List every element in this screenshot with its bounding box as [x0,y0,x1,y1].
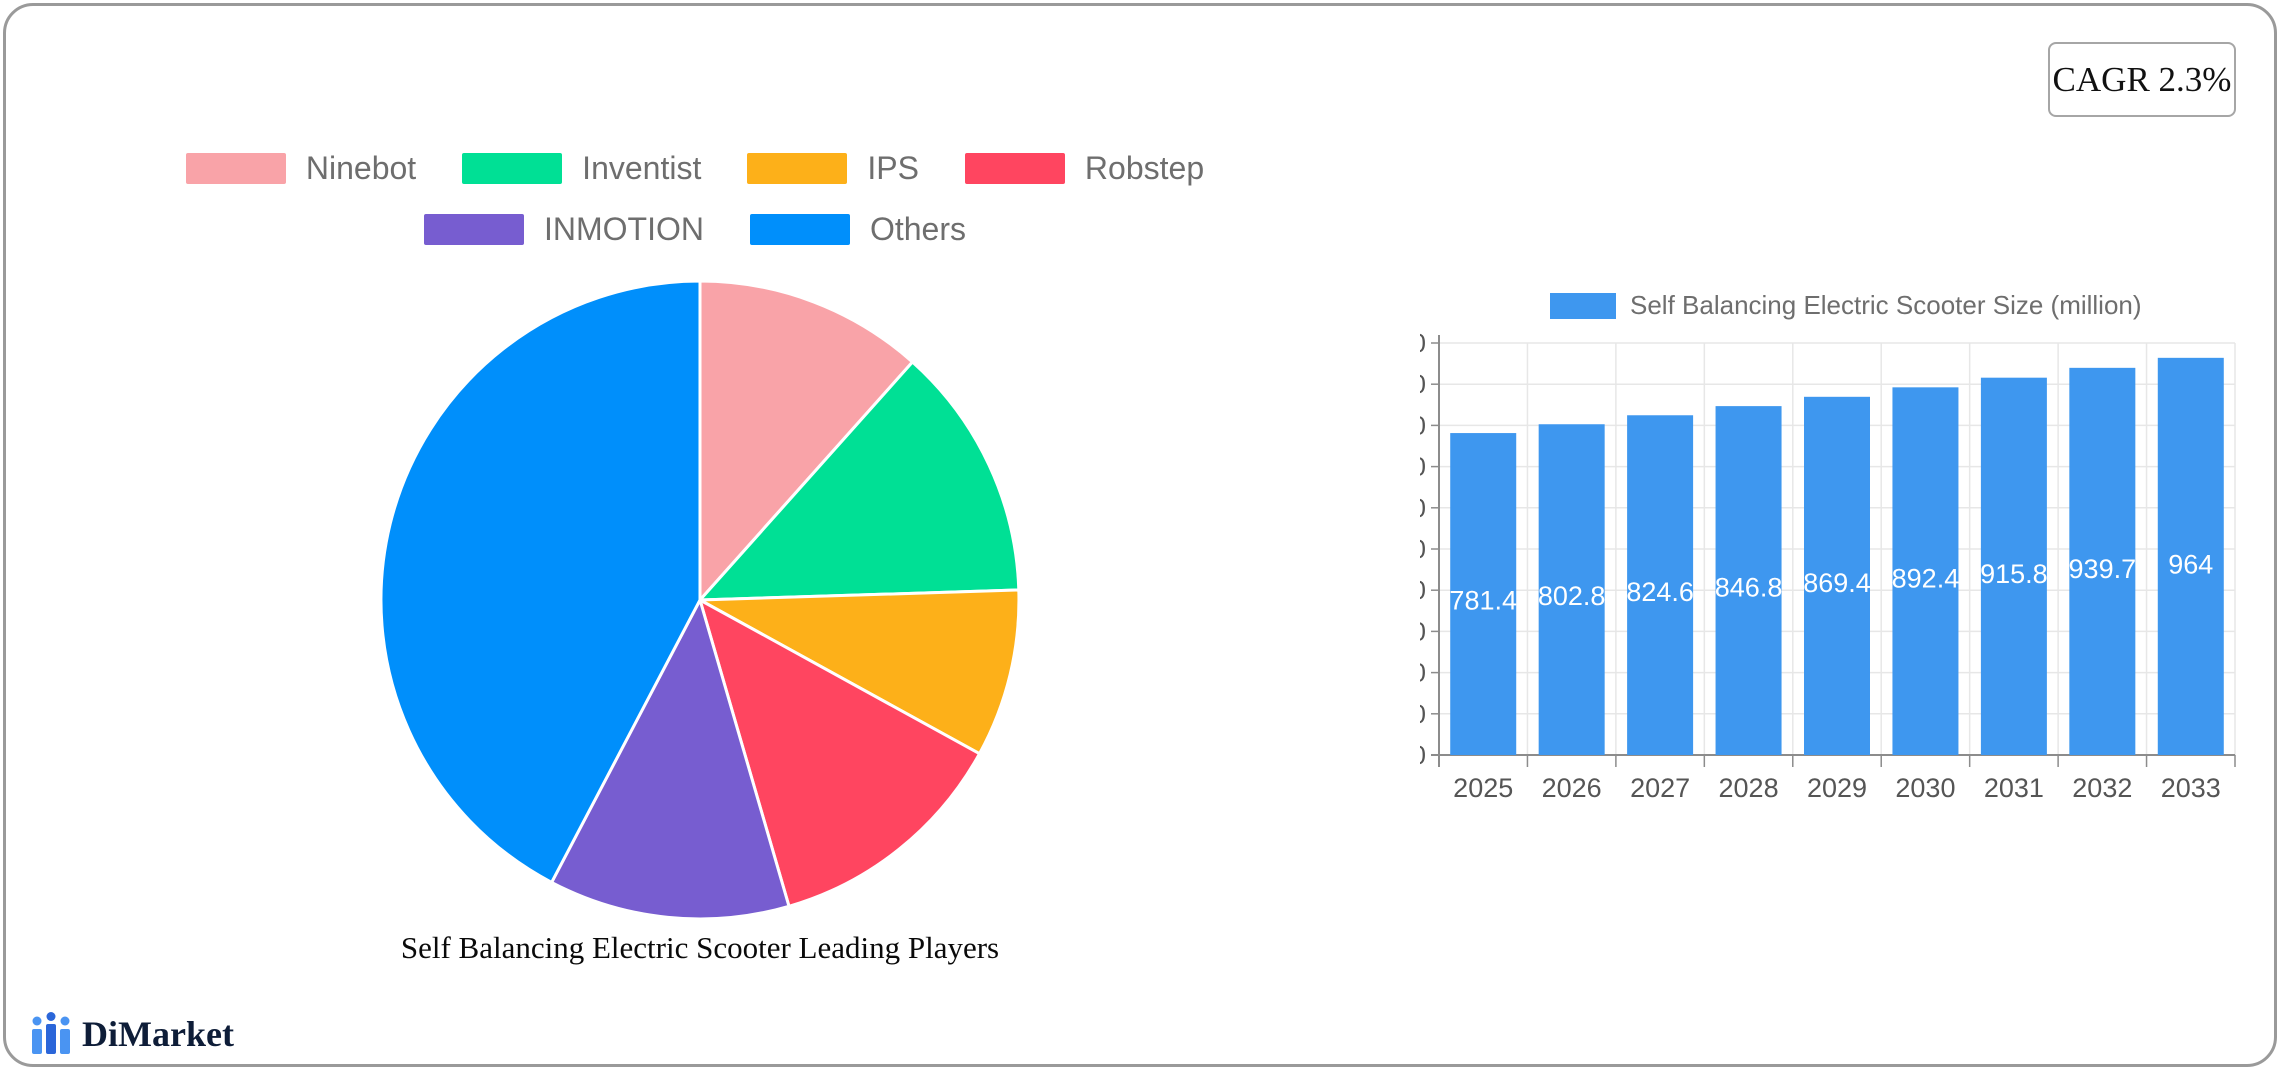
pie-legend-label: Robstep [1084,150,1205,186]
bar-chart: Self Balancing Electric Scooter Size (mi… [1420,290,2236,803]
bar-2031[interactable] [1980,377,2047,755]
bar-value-label: 892.4 [1892,564,1960,594]
pie-legend-label: Inventist [582,150,702,186]
pie-legend-label: IPS [867,150,919,186]
bar-legend-label: Self Balancing Electric Scooter Size (mi… [1630,290,2142,320]
x-axis-label: 2027 [1630,773,1690,803]
y-tick-label: 100 [1420,699,1426,729]
pie-legend: Ninebot Inventist IPS Robstep INMOTION Others [100,150,1290,248]
bar-value-label: 846.8 [1715,573,1783,603]
legend-swatch-icon [749,214,850,245]
bar-value-label: 802.8 [1538,581,1606,611]
pie-legend-row: Ninebot Inventist IPS Robstep [185,150,1205,187]
x-axis-label: 2025 [1453,773,1513,803]
x-axis-label: 2032 [2072,773,2132,803]
y-tick-label: 700 [1420,452,1426,482]
x-axis-label: 2026 [1542,773,1602,803]
bar-2026[interactable] [1538,424,1605,755]
pie-chart [379,279,1021,921]
pie-legend-item-inmotion[interactable]: INMOTION [423,211,704,248]
bar-value-label: 964 [2168,549,2213,579]
pie-slice-inmotion[interactable] [550,598,791,921]
pie-legend-label: Ninebot [305,150,417,186]
bar-chart-logo-icon [32,1012,70,1054]
brand-name: DiMarket [82,1014,234,1054]
x-axis-label: 2033 [2161,773,2221,803]
y-tick-label: 0 [1420,740,1426,770]
legend-swatch-icon [185,153,286,184]
pie-slice-inventist[interactable] [698,360,1021,602]
cagr-label: CAGR 2.3% [2052,59,2232,99]
bar-value-label: 939.7 [2069,554,2137,584]
cagr-badge: CAGR 2.3% [2048,42,2236,117]
pie-legend-item-ninebot[interactable]: Ninebot [185,150,417,187]
pie-legend-item-inventist[interactable]: Inventist [462,150,701,187]
legend-swatch-icon [964,153,1065,184]
pie-slice-ips[interactable] [698,588,1021,756]
pie-legend-label: Others [869,211,966,247]
pie-legend-label: INMOTION [543,211,704,247]
pie-slice-ninebot[interactable] [698,279,914,602]
legend-swatch-icon [462,153,563,184]
legend-swatch-icon [747,153,848,184]
pie-legend-row: INMOTION Others [423,211,966,248]
pie-legend-item-others[interactable]: Others [749,211,966,248]
pie-legend-item-robstep[interactable]: Robstep [964,150,1205,187]
bar-value-label: 824.6 [1626,577,1694,607]
bar-2029[interactable] [1804,396,1870,755]
x-axis-label: 2028 [1719,773,1779,803]
brand-logo: DiMarket [30,1012,234,1056]
pie-legend-item-ips[interactable]: IPS [747,150,919,187]
x-axis-label: 2030 [1895,773,1955,803]
y-tick-label: 1000 [1420,328,1426,358]
legend-swatch-icon [423,214,524,245]
bar-value-label: 915.8 [1980,559,2048,589]
bar-2033[interactable] [2157,357,2224,755]
y-tick-label: 800 [1420,410,1426,440]
pie-slice-others[interactable] [379,279,702,884]
bar-2030[interactable] [1892,387,1959,755]
y-tick-label: 400 [1420,575,1426,605]
y-tick-label: 200 [1420,658,1426,688]
pie-slice-robstep[interactable] [698,598,981,908]
bar-value-label: 869.4 [1803,568,1871,598]
bar-2032[interactable] [2069,367,2136,755]
pie-chart-title: Self Balancing Electric Scooter Leading … [400,930,1000,965]
bar-value-label: 781.4 [1449,585,1517,615]
y-tick-label: 300 [1420,616,1426,646]
y-tick-label: 500 [1420,534,1426,564]
y-tick-label: 900 [1420,369,1426,399]
bar-legend-swatch-icon[interactable] [1550,293,1616,319]
bar-2028[interactable] [1715,406,1782,755]
y-tick-label: 600 [1420,493,1426,523]
x-axis-label: 2029 [1807,773,1867,803]
bar-2025[interactable] [1450,433,1517,755]
bar-2027[interactable] [1627,415,1694,755]
x-axis-label: 2031 [1984,773,2044,803]
